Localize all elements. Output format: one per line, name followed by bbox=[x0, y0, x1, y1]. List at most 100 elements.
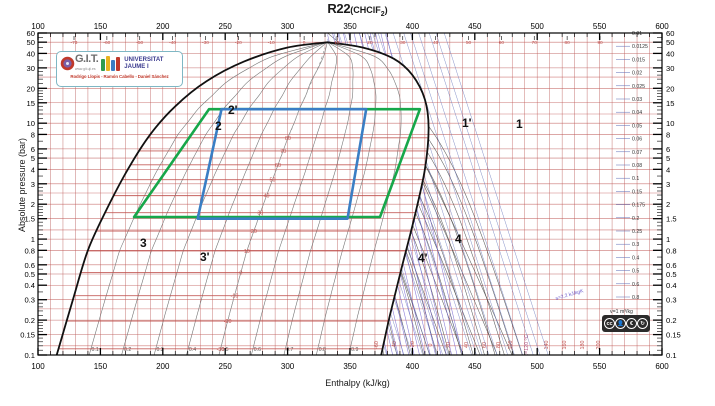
svg-text:60: 60 bbox=[499, 40, 505, 46]
svg-text:300: 300 bbox=[281, 362, 295, 371]
svg-text:30: 30 bbox=[400, 40, 406, 46]
svg-text:140: 140 bbox=[544, 341, 550, 350]
svg-text:150: 150 bbox=[94, 362, 108, 371]
svg-text:0.1: 0.1 bbox=[632, 176, 639, 182]
svg-text:500: 500 bbox=[531, 22, 545, 31]
svg-text:0.015: 0.015 bbox=[632, 57, 645, 63]
svg-text:80: 80 bbox=[564, 40, 570, 46]
svg-text:20: 20 bbox=[251, 229, 257, 235]
svg-text:-73: -73 bbox=[71, 40, 78, 46]
svg-text:400: 400 bbox=[406, 22, 420, 31]
svg-text:-30: -30 bbox=[217, 347, 225, 353]
refrigerant-name: R22 bbox=[327, 1, 351, 16]
cc-sa-icon: ↻ bbox=[637, 318, 648, 329]
svg-text:0.15: 0.15 bbox=[20, 331, 35, 340]
svg-text:0.9: 0.9 bbox=[351, 347, 358, 353]
svg-text:0.8: 0.8 bbox=[666, 246, 677, 255]
institution-logo: G.I.T. www.git.uji.es UNIVERSITAT JAUME I… bbox=[56, 51, 183, 87]
svg-text:0.2: 0.2 bbox=[124, 347, 131, 353]
cycle-point-3-prime: 3' bbox=[200, 250, 210, 264]
svg-text:350: 350 bbox=[343, 22, 357, 31]
cycle-paths bbox=[132, 107, 422, 220]
svg-text:0.4: 0.4 bbox=[666, 281, 677, 290]
svg-text:90: 90 bbox=[597, 40, 603, 46]
svg-text:0.025: 0.025 bbox=[632, 84, 645, 90]
svg-text:0.3: 0.3 bbox=[666, 296, 677, 305]
svg-text:10: 10 bbox=[27, 119, 35, 128]
svg-text:200: 200 bbox=[596, 341, 602, 350]
logo-authors: Rodrigo Llopis - Ramón Cabello - Daniel … bbox=[70, 74, 169, 79]
svg-text:0.3: 0.3 bbox=[156, 347, 163, 353]
cycle-point-1: 1 bbox=[516, 117, 523, 131]
svg-text:4: 4 bbox=[666, 165, 670, 174]
svg-text:250: 250 bbox=[219, 22, 233, 31]
svg-text:0.1: 0.1 bbox=[92, 347, 99, 353]
svg-text:40: 40 bbox=[264, 194, 270, 200]
svg-text:10: 10 bbox=[666, 119, 674, 128]
svg-text:50: 50 bbox=[666, 38, 674, 47]
svg-text:4: 4 bbox=[31, 165, 35, 174]
svg-text:1.5: 1.5 bbox=[666, 215, 677, 224]
svg-text:15: 15 bbox=[666, 99, 674, 108]
logo-acronym: G.I.T. www.git.uji.es bbox=[75, 53, 99, 74]
svg-text:0.5: 0.5 bbox=[666, 270, 677, 279]
svg-text:0.06: 0.06 bbox=[632, 137, 642, 143]
svg-text:-50: -50 bbox=[136, 40, 143, 46]
svg-text:-40: -40 bbox=[392, 341, 398, 349]
svg-text:200: 200 bbox=[156, 362, 170, 371]
svg-text:180: 180 bbox=[580, 341, 586, 350]
svg-text:0.4: 0.4 bbox=[632, 255, 639, 261]
formula-subscript: 2 bbox=[380, 10, 385, 18]
svg-text:50: 50 bbox=[466, 40, 472, 46]
formula-close: ) bbox=[384, 5, 388, 15]
svg-text:6: 6 bbox=[666, 145, 670, 154]
svg-text:550: 550 bbox=[593, 362, 607, 371]
page-title: R22(CHClF2) bbox=[0, 1, 715, 18]
svg-text:60: 60 bbox=[482, 342, 488, 348]
uji-mark-icon bbox=[101, 56, 121, 71]
svg-text:0.03: 0.03 bbox=[632, 97, 642, 103]
axis-tick-labels: 1001001501502002002502503003003503504004… bbox=[20, 22, 681, 371]
svg-text:100: 100 bbox=[31, 362, 45, 371]
svg-text:450: 450 bbox=[468, 22, 482, 31]
svg-text:0.0125: 0.0125 bbox=[632, 44, 648, 50]
svg-text:3: 3 bbox=[31, 180, 35, 189]
svg-text:400: 400 bbox=[406, 362, 420, 371]
svg-text:0.2: 0.2 bbox=[24, 316, 35, 325]
svg-text:t=120 ºC: t=120 ºC bbox=[524, 334, 530, 355]
svg-text:80: 80 bbox=[496, 342, 502, 348]
svg-text:0.3: 0.3 bbox=[632, 242, 639, 248]
svg-text:-20: -20 bbox=[224, 319, 232, 325]
svg-text:5: 5 bbox=[31, 154, 35, 163]
svg-text:0: 0 bbox=[303, 40, 306, 46]
creative-commons-badge[interactable]: cc 👤 € ↻ bbox=[602, 315, 650, 332]
y-axis-label: Absolute pressure (bar) bbox=[17, 137, 27, 233]
svg-text:0.6: 0.6 bbox=[666, 261, 677, 270]
svg-text:250: 250 bbox=[219, 362, 233, 371]
svg-text:0.5: 0.5 bbox=[632, 269, 639, 275]
svg-text:500: 500 bbox=[531, 362, 545, 371]
svg-text:0.1: 0.1 bbox=[666, 351, 677, 360]
x-axis-label: Enthalpy (kJ/kg) bbox=[325, 378, 390, 388]
saturation-dome bbox=[55, 41, 430, 356]
svg-text:0.02: 0.02 bbox=[632, 71, 642, 77]
svg-text:0.4: 0.4 bbox=[24, 281, 35, 290]
svg-text:1: 1 bbox=[666, 235, 670, 244]
svg-text:2: 2 bbox=[666, 200, 670, 209]
svg-text:0.8: 0.8 bbox=[319, 347, 326, 353]
svg-text:-60: -60 bbox=[103, 40, 110, 46]
svg-text:40: 40 bbox=[27, 49, 35, 58]
svg-text:-30: -30 bbox=[202, 40, 209, 46]
svg-text:160: 160 bbox=[562, 341, 568, 350]
cc-by-icon: 👤 bbox=[615, 318, 626, 329]
svg-text:0.08: 0.08 bbox=[632, 163, 642, 169]
svg-text:-10: -10 bbox=[231, 294, 239, 300]
svg-text:70: 70 bbox=[532, 40, 538, 46]
svg-text:50: 50 bbox=[27, 38, 35, 47]
svg-text:1: 1 bbox=[31, 235, 35, 244]
svg-text:15: 15 bbox=[27, 99, 35, 108]
svg-text:10: 10 bbox=[244, 249, 250, 255]
svg-text:2: 2 bbox=[31, 200, 35, 209]
svg-text:0.2: 0.2 bbox=[666, 316, 677, 325]
